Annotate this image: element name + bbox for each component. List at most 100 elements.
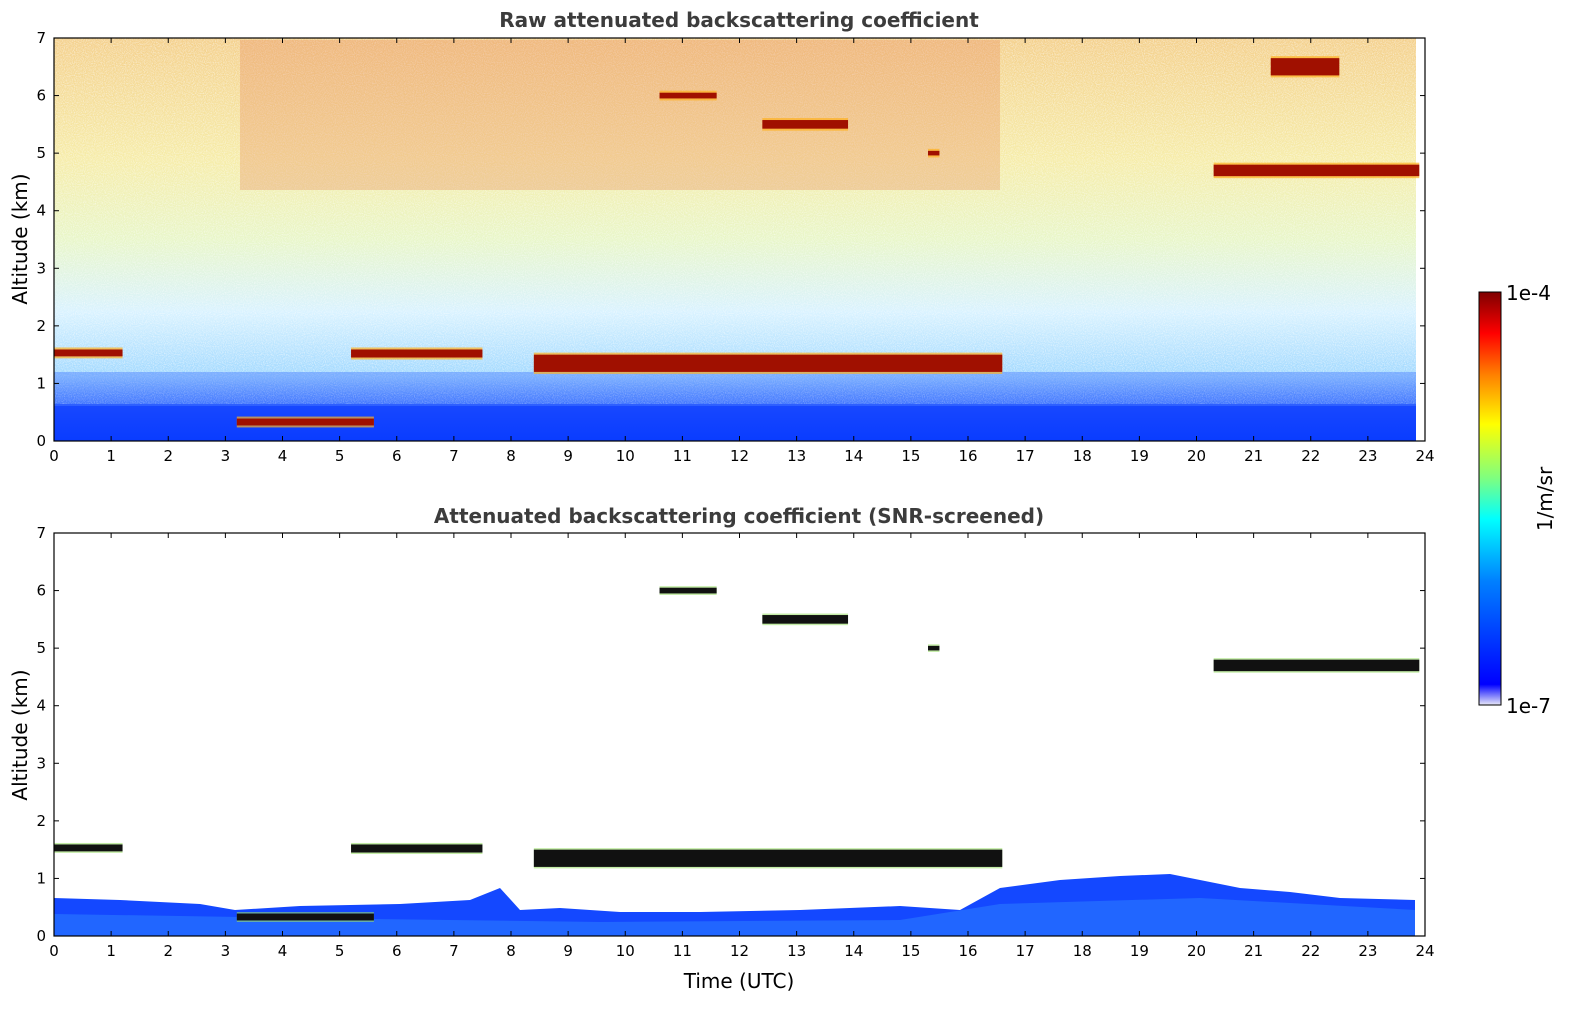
bottom-x-tick-label: 20 (1187, 942, 1206, 960)
top-y-tick-label: 5 (36, 144, 46, 162)
top-x-tick-label: 4 (278, 447, 288, 465)
bottom-x-tick-label: 22 (1301, 942, 1320, 960)
top-cloud-layer (351, 347, 483, 360)
bottom-x-tick-label: 17 (1016, 942, 1035, 960)
top-y-axis-label: Altitude (km) (8, 173, 32, 304)
top-x-tick-label: 7 (449, 447, 459, 465)
bottom-x-tick-label: 11 (673, 942, 692, 960)
top-cloud-layer (54, 347, 123, 359)
bottom-cloud-layer (659, 586, 717, 595)
top-x-tick-label: 11 (673, 447, 692, 465)
bottom-x-tick-label: 15 (901, 942, 920, 960)
top-x-tick-label: 10 (616, 447, 635, 465)
colorbar-unit-label: 1/m/sr (1533, 466, 1557, 531)
bottom-x-tick-label: 9 (563, 942, 573, 960)
top-cloud-core (762, 120, 849, 129)
bottom-x-tick-label: 19 (1130, 942, 1149, 960)
top-x-tick-label: 23 (1358, 447, 1377, 465)
bottom-y-tick-label: 0 (36, 927, 46, 945)
bottom-y-tick-label: 5 (36, 639, 46, 657)
bottom-x-tick-label: 16 (958, 942, 977, 960)
bottom-cloud-layer (762, 613, 849, 626)
top-x-tick-label: 5 (335, 447, 345, 465)
colorbar: 1e-4 1e-7 1/m/sr (1478, 281, 1557, 718)
bottom-x-tick-label: 24 (1415, 942, 1434, 960)
bottom-cloud-core (54, 844, 123, 852)
top-cloud-layer (1270, 56, 1340, 78)
bottom-chart-title: Attenuated backscattering coefficient (S… (434, 504, 1044, 528)
top-y-tick-label: 7 (36, 29, 46, 47)
top-x-tick-label: 0 (49, 447, 59, 465)
top-cloud-core (928, 150, 940, 156)
bottom-x-tick-label: 1 (106, 942, 116, 960)
bottom-cloud-core (533, 849, 1003, 867)
top-x-tick-label: 18 (1073, 447, 1092, 465)
top-y-tick-label: 1 (36, 374, 46, 392)
bottom-y-tick-label: 6 (36, 582, 46, 600)
top-x-tick-label: 9 (563, 447, 573, 465)
top-x-tick-label: 12 (730, 447, 749, 465)
bottom-cloud-layer (533, 848, 1003, 869)
top-cloud-layer (928, 148, 940, 158)
snr-screened-panel: Attenuated backscattering coefficient (S… (8, 504, 1435, 993)
top-x-tick-label: 16 (958, 447, 977, 465)
top-x-tick-label: 15 (901, 447, 920, 465)
top-x-tick-label: 13 (787, 447, 806, 465)
top-cloud-layer (762, 118, 849, 131)
bottom-x-tick-label: 21 (1244, 942, 1263, 960)
top-x-tick-label: 8 (506, 447, 516, 465)
top-cloud-core (236, 418, 374, 426)
top-cloud-layer (236, 416, 374, 428)
top-chart-title: Raw attenuated backscattering coefficien… (499, 8, 979, 32)
bottom-x-tick-label: 6 (392, 942, 402, 960)
top-x-tick-label: 24 (1415, 447, 1434, 465)
bottom-cloud-core (659, 587, 717, 594)
bottom-cloud-core (928, 645, 940, 651)
bottom-x-tick-label: 13 (787, 942, 806, 960)
top-x-tick-label: 21 (1244, 447, 1263, 465)
raw-boundary-band (54, 372, 1416, 406)
colorbar-gradient (1478, 291, 1502, 706)
colorbar-min-label: 1e-7 (1506, 694, 1551, 718)
bottom-cloud-core (1213, 659, 1420, 672)
raw-high-signal-zone (240, 40, 1000, 190)
top-y-tick-label: 3 (36, 259, 46, 277)
top-x-tick-label: 17 (1016, 447, 1035, 465)
raw-backscatter-panel: Raw attenuated backscattering coefficien… (8, 8, 1435, 465)
top-y-tick-label: 2 (36, 317, 46, 335)
bottom-x-tick-label: 0 (49, 942, 59, 960)
top-cloud-core (533, 354, 1003, 372)
bottom-x-tick-label: 3 (221, 942, 231, 960)
bottom-y-tick-label: 2 (36, 812, 46, 830)
bottom-x-tick-label: 18 (1073, 942, 1092, 960)
top-cloud-layer (1213, 162, 1420, 179)
bottom-y-tick-label: 7 (36, 524, 46, 542)
bottom-x-tick-label: 4 (278, 942, 288, 960)
bottom-cloud-layer (1213, 658, 1420, 673)
bottom-cloud-core (351, 844, 483, 853)
bottom-cloud-layer (351, 842, 483, 855)
top-y-tick-label: 6 (36, 87, 46, 105)
bottom-x-tick-label: 23 (1358, 942, 1377, 960)
bottom-background (54, 533, 1425, 936)
top-cloud-core (659, 92, 717, 99)
top-cloud-core (351, 349, 483, 358)
colorbar-max-label: 1e-4 (1506, 281, 1551, 305)
top-cloud-core (1270, 58, 1340, 76)
bottom-x-tick-label: 7 (449, 942, 459, 960)
bottom-y-axis-label: Altitude (km) (8, 669, 32, 800)
bottom-x-axis-label: Time (UTC) (683, 969, 795, 993)
bottom-x-tick-label: 12 (730, 942, 749, 960)
bottom-x-tick-label: 14 (844, 942, 863, 960)
top-x-tick-label: 6 (392, 447, 402, 465)
top-cloud-layer (533, 352, 1003, 374)
top-cloud-layer (659, 90, 717, 101)
bottom-x-tick-label: 8 (506, 942, 516, 960)
bottom-y-tick-label: 3 (36, 754, 46, 772)
top-y-tick-label: 0 (36, 432, 46, 450)
top-x-tick-label: 20 (1187, 447, 1206, 465)
bottom-x-tick-label: 2 (163, 942, 173, 960)
bottom-y-tick-label: 1 (36, 869, 46, 887)
top-y-tick-label: 4 (36, 202, 46, 220)
